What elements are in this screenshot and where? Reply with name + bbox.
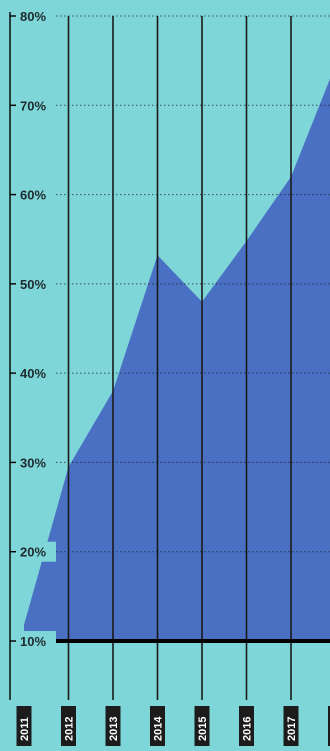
x-label-box-2011 (16, 706, 32, 746)
x-tick-label-2012: 2012 (64, 717, 76, 741)
y-tick-label-bg-20 (16, 541, 56, 562)
area-series-fill (24, 65, 330, 641)
x-tick-label-2011: 2011 (19, 717, 31, 741)
y-tick-label-70: 70% (20, 98, 46, 113)
y-tick-label-bg-80 (16, 6, 56, 26)
x-label-box-2017 (283, 706, 299, 746)
y-tick-label-60: 60% (20, 188, 46, 203)
y-tick-label-30: 30% (20, 455, 46, 470)
y-tick-label-50: 50% (20, 277, 46, 292)
x-label-box-2014 (150, 706, 165, 746)
y-tick-label-80: 80% (20, 9, 46, 24)
y-tick-label-bg-60 (16, 184, 56, 205)
x-tick-label-2013: 2013 (108, 717, 120, 741)
x-tick-label-2015: 2015 (197, 717, 209, 741)
y-tick-label-20: 20% (20, 545, 46, 560)
x-label-box-2018 (328, 706, 330, 746)
x-tick-label-2016: 2016 (242, 717, 254, 741)
x-tick-label-2017: 2017 (286, 717, 298, 741)
x-label-box-2013 (105, 706, 121, 746)
x-label-box-2016 (239, 706, 254, 746)
y-tick-label-40: 40% (20, 366, 46, 381)
y-tick-label-bg-50 (16, 273, 56, 294)
y-tick-label-10: 10% (20, 634, 46, 649)
y-tick-label-bg-40 (16, 363, 56, 384)
x-tick-label-2014: 2014 (153, 716, 165, 741)
y-tick-label-bg-30 (16, 452, 56, 473)
y-tick-label-bg-70 (16, 95, 56, 116)
x-label-box-2015 (194, 706, 210, 746)
y-tick-label-bg-10 (16, 631, 56, 651)
x-label-box-2012 (61, 706, 76, 746)
